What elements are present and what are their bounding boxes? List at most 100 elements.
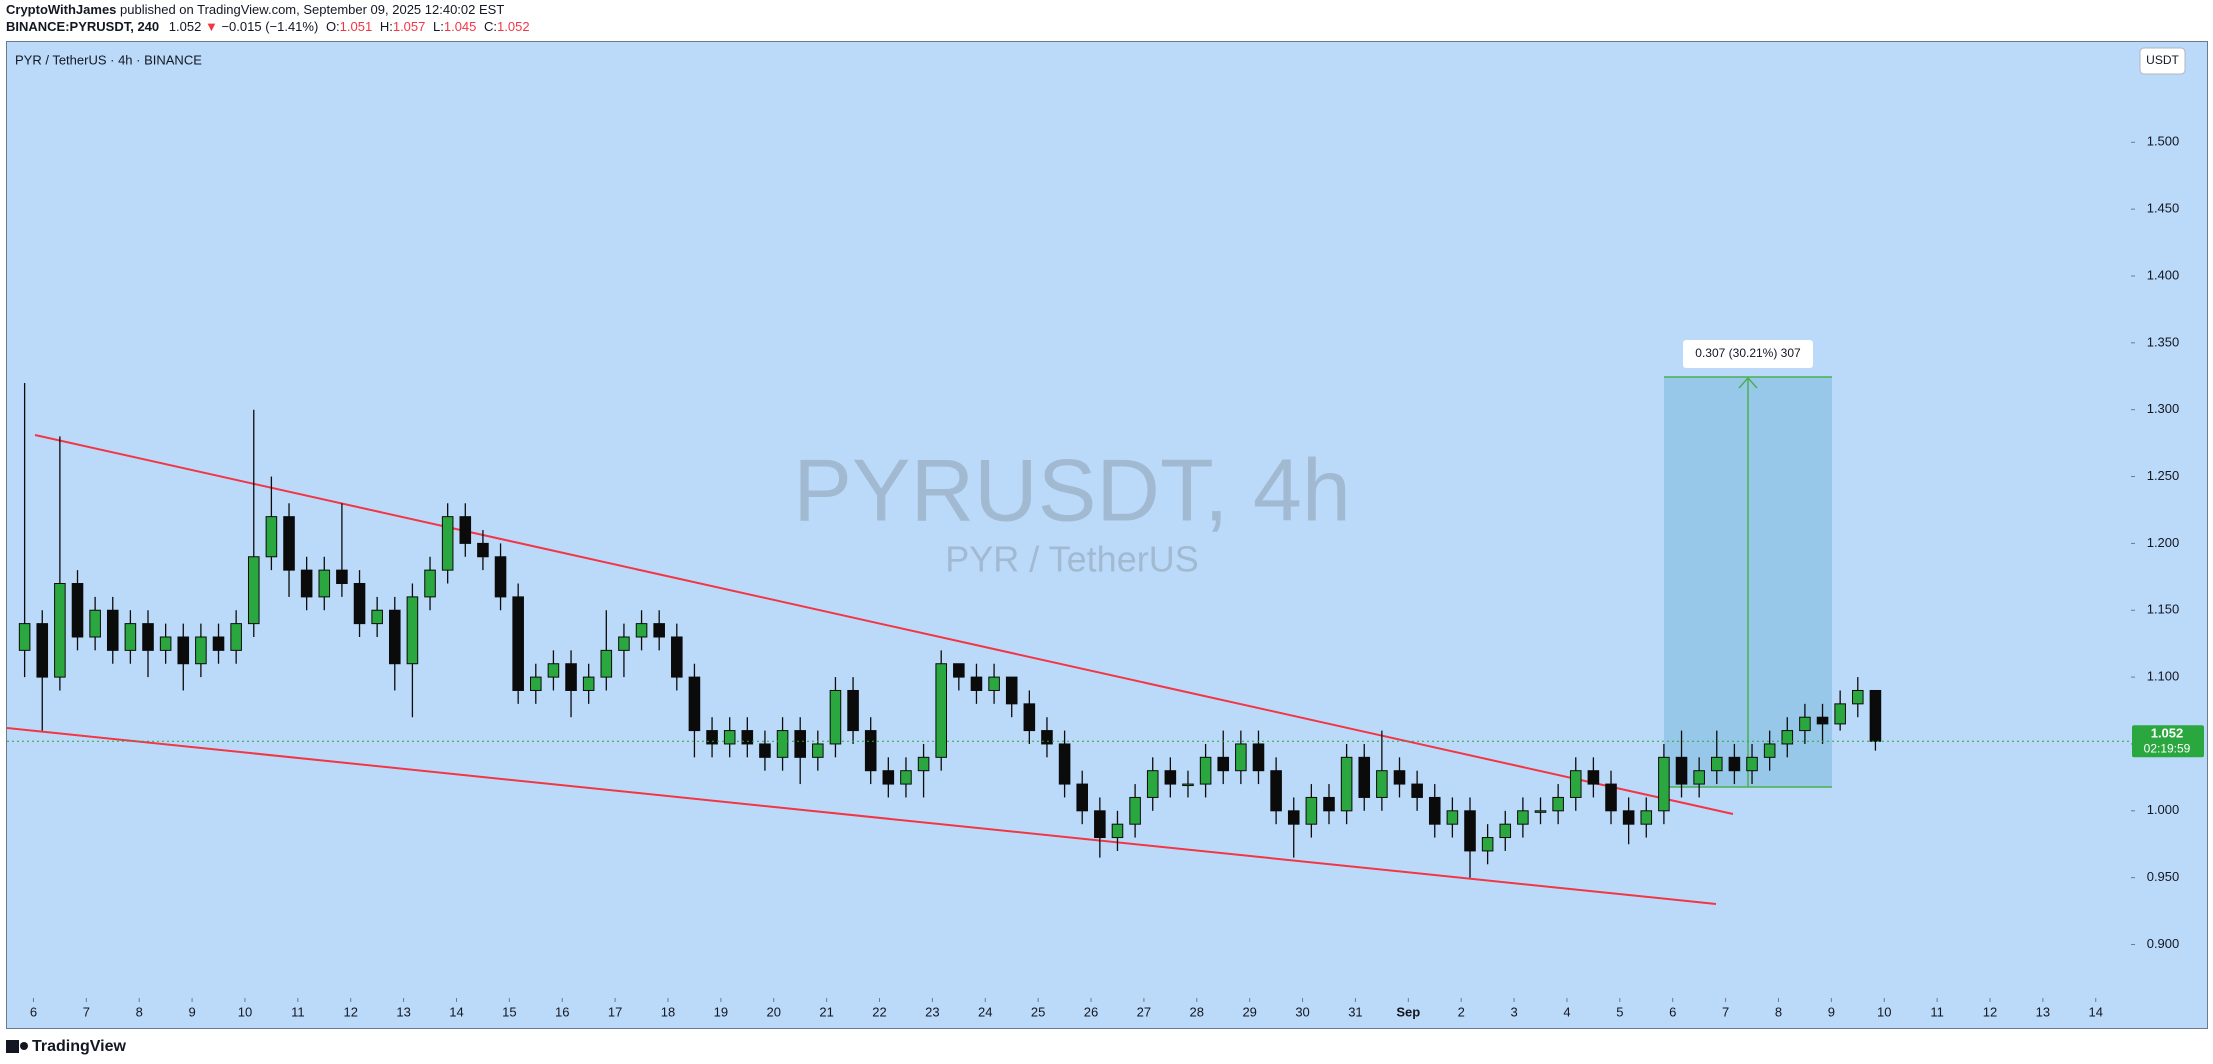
candle-body (159, 636, 172, 651)
candle-body (1834, 703, 1846, 725)
candle-body (371, 609, 383, 625)
candle-body (600, 649, 613, 678)
candle-body (970, 676, 983, 691)
candle-body (1111, 823, 1124, 839)
trendline-upper (34, 434, 1734, 815)
currency-button-label[interactable]: USDT (2146, 53, 2179, 67)
x-tick-label: 13 (2036, 1004, 2050, 1019)
candle-body (953, 663, 965, 678)
candle-body (1605, 783, 1617, 812)
x-tick-label: 4 (1563, 1004, 1570, 1019)
x-tick-label: 10 (1877, 1004, 1891, 1019)
x-tick-label: 14 (449, 1004, 463, 1019)
x-tick-label: 27 (1137, 1004, 1151, 1019)
y-tick-label: 1.400 (2147, 267, 2180, 282)
x-tick-label: 11 (1930, 1004, 1944, 1019)
x-tick-label: Sep (1396, 1004, 1420, 1019)
candle-body (1728, 756, 1741, 772)
candle-body (794, 730, 806, 758)
candle-body (847, 689, 859, 732)
candle-body (829, 689, 842, 745)
candle-body (635, 623, 648, 638)
published: published on TradingView.com, September … (120, 2, 504, 17)
candle-body (1358, 756, 1371, 798)
x-tick-label: 22 (872, 1004, 886, 1019)
candle-body (1799, 716, 1811, 732)
x-tick-label: 2 (1458, 1004, 1465, 1019)
candle-body (565, 663, 577, 691)
x-tick-label: 9 (188, 1004, 195, 1019)
measure-label: 0.307 (30.21%) 307 (1695, 346, 1801, 360)
ohlc-key: O: (326, 19, 340, 34)
currency-button[interactable] (2139, 47, 2186, 75)
ohlc-key: H: (380, 19, 393, 34)
candle-body (1428, 796, 1441, 825)
candle-body (1323, 796, 1335, 812)
x-tick-label: 24 (978, 1004, 992, 1019)
y-tick-label: 1.000 (2147, 802, 2180, 817)
x-tick-label: 16 (555, 1004, 569, 1019)
candle-body (1270, 770, 1282, 812)
candle-body (177, 636, 190, 665)
candle-body (247, 556, 260, 625)
chart-title: PYR / TetherUS · 4h · BINANCE (15, 52, 202, 67)
y-tick-label: 0.900 (2147, 936, 2180, 951)
x-tick-label: 18 (661, 1004, 675, 1019)
candle-body (89, 609, 101, 638)
candle-body (1376, 770, 1388, 798)
candle-body (1517, 810, 1529, 825)
candle-body (459, 516, 472, 544)
candle-body (1710, 756, 1723, 772)
candle-body (300, 569, 313, 598)
header-line-1: CryptoWithJames published on TradingView… (6, 2, 504, 17)
candle-body (283, 516, 295, 571)
candle-body (1569, 770, 1582, 798)
candle-body (336, 569, 348, 585)
candle-body (530, 676, 542, 691)
watermark-subtitle: PYR / TetherUS (945, 539, 1198, 580)
candle-body (1305, 796, 1318, 825)
y-tick-label: 1.100 (2147, 669, 2180, 684)
candle-body (124, 623, 137, 651)
ohlc-value: 1.057 (393, 19, 426, 34)
x-tick-label: 29 (1242, 1004, 1256, 1019)
x-tick-label: 12 (343, 1004, 357, 1019)
candle-body (1587, 770, 1600, 785)
x-tick-label: 17 (608, 1004, 622, 1019)
candle-body (424, 569, 436, 598)
candle-body (1146, 770, 1159, 798)
candle-body (1446, 810, 1459, 825)
x-tick-label: 6 (30, 1004, 37, 1019)
candle-body (230, 623, 242, 651)
candle-body (71, 583, 84, 638)
candle-body (935, 663, 947, 758)
header-line-2: BINANCE:PYRUSDT, 240 1.052 ▼ −0.015 (−1.… (6, 19, 530, 34)
candle-body (1023, 703, 1036, 732)
symbol: BINANCE:PYRUSDT, 240 (6, 19, 159, 34)
candle-body (812, 743, 824, 758)
candle-body (741, 730, 754, 745)
candle-body (106, 609, 119, 651)
candle-body (1005, 676, 1018, 705)
measure-arrowhead (1738, 376, 1758, 389)
y-tick-label: 0.950 (2147, 869, 2180, 884)
candle-body (1622, 810, 1635, 825)
footer-logo (6, 1040, 28, 1053)
ohlc-value: 1.045 (444, 19, 477, 34)
candle-body (1693, 770, 1705, 785)
candle-body (1287, 810, 1300, 825)
price-axis-background (2131, 42, 2208, 998)
candle-body (547, 663, 560, 678)
candle-body (353, 583, 366, 625)
candle-body (1252, 743, 1265, 772)
candle-body (1675, 756, 1688, 785)
candle-body (265, 516, 278, 558)
x-tick-label: 5 (1616, 1004, 1623, 1019)
ohlc-key: L: (433, 19, 444, 34)
change-arrow: ▼ (205, 19, 218, 34)
x-tick-label: 11 (291, 1004, 305, 1019)
candle-body (1217, 756, 1230, 772)
candle-body (1746, 756, 1758, 772)
last-price-label: 1.052 (2151, 726, 2184, 741)
candle-body (688, 676, 701, 732)
